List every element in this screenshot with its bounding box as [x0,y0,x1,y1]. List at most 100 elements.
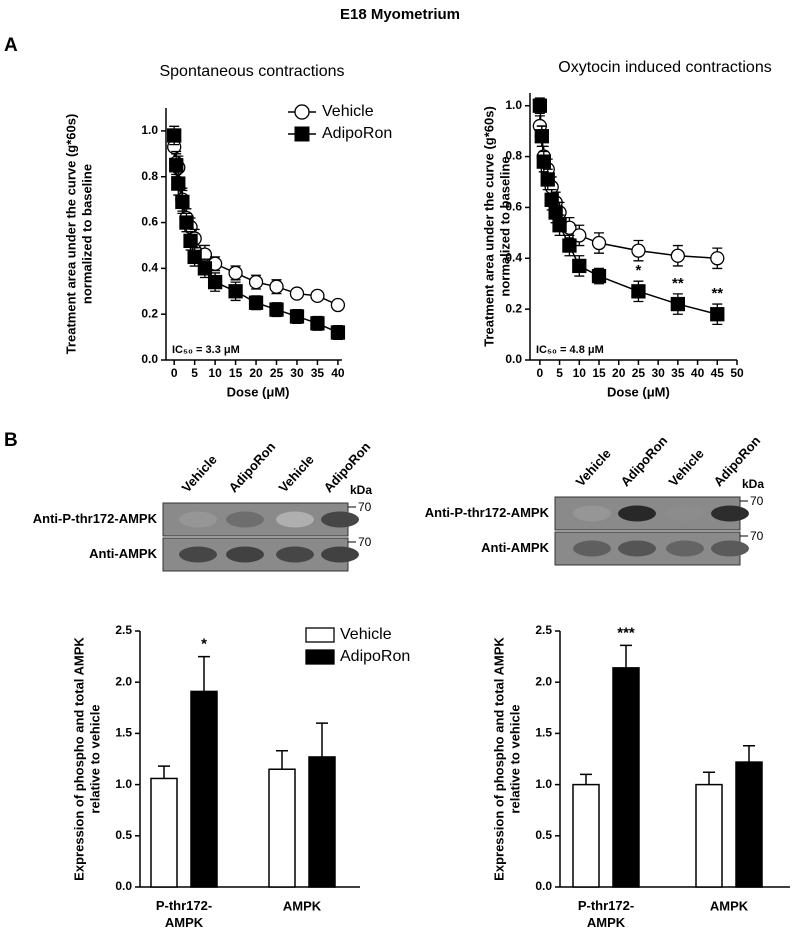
y-tick-label: 2.0 [115,674,132,688]
blot-band [226,511,264,528]
data-point [670,296,686,312]
data-point [171,176,186,191]
y-axis-label: Treatment area under the curve (g*60s) [63,114,78,355]
blot-band [711,505,749,522]
x-tick-label: 30 [290,366,304,380]
x-tick-label: 45 [711,366,725,380]
row-label: Anti-P-thr172-AMPK [425,505,550,520]
panel-label: B [4,430,18,451]
data-point [310,288,325,304]
x-tick-label: 5 [556,366,563,380]
x-tick-label: 25 [632,366,646,380]
data-point [330,297,346,313]
data-point [310,316,325,331]
legend-label: Vehicle [322,103,374,120]
y-tick-label: 1.0 [115,777,132,791]
error-bar [276,750,288,770]
x-tick-label: 15 [229,366,243,380]
x-tick-label: P-thr172-AMPK [578,898,634,930]
x-tick-label: P-thr172-AMPK [156,898,212,930]
legend-marker [294,104,310,120]
row-label: Anti-P-thr172-AMPK [33,511,158,526]
data-point [330,325,346,340]
y-axis-label: Treatment area under the curve (g*60s) [481,106,496,347]
bar [150,777,178,888]
y-axis-label: relative to vehicle [507,704,522,813]
y-tick-label: 0.0 [141,352,158,366]
blot-band [573,540,611,557]
x-tick-label: 20 [249,366,263,380]
data-point [591,268,607,284]
y-tick-label: 0.0 [115,879,132,893]
data-point [248,295,264,310]
x-tick-label: 40 [331,366,345,380]
error-bar [316,722,328,757]
blot-band [573,505,611,522]
bar [735,761,763,888]
data-point [540,172,555,187]
bar [190,690,218,888]
marker-label: 70 [358,500,372,514]
data-point [269,302,284,317]
significance: * [201,636,207,653]
blot-band [711,540,749,557]
data-point [562,238,577,253]
y-tick-label: 0.8 [141,169,158,183]
y-axis-label: normalized to baseline [79,164,94,304]
lane-label: AdipoRon [618,433,671,489]
x-tick-label: 20 [612,366,626,380]
data-point [187,249,202,265]
y-tick-label: 0.0 [505,352,522,366]
data-point [552,218,567,233]
data-point [183,233,198,249]
y-tick-label: 0.4 [505,250,522,264]
error-bar [743,744,755,763]
bar [695,783,723,888]
blot-band [666,505,704,522]
marker-label: 70 [358,535,372,549]
data-point [591,235,607,251]
blot-band [618,540,656,557]
marker-label: 70 [750,529,764,543]
y-tick-label: 0.2 [505,301,522,315]
y-tick-label: 1.0 [141,123,158,137]
lane-label: Vehicle [573,446,614,489]
x-tick-label: 35 [671,366,685,380]
data-point [179,215,194,230]
x-axis-label: Dose (μM) [607,384,670,399]
error-bar [580,773,592,785]
annotation: IC₅₀ = 4.8 μM [536,344,604,356]
error-bar [158,765,170,779]
row-label: Anti-AMPK [481,540,549,555]
y-axis-label: normalized to baseline [497,156,512,296]
bar [268,768,296,888]
y-tick-label: 1.5 [115,726,132,740]
data-point [710,251,725,266]
data-point [269,279,284,294]
unit-label: kDa [350,483,372,497]
x-tick-label: 50 [730,366,744,380]
y-tick-label: 0.2 [141,306,158,320]
x-tick-label: 40 [691,366,705,380]
data-point [536,154,551,169]
x-axis-label: Dose (μM) [227,384,290,399]
y-tick-label: 0.0 [535,879,552,893]
significance: * [636,262,642,279]
y-tick-label: 1.5 [535,726,552,740]
y-tick-label: 0.5 [115,828,132,842]
error-bar [620,644,632,668]
row-label: Anti-AMPK [89,546,157,561]
data-point [228,265,243,281]
data-point [197,261,213,276]
blot-band [226,546,264,563]
data-point [169,158,184,173]
y-tick-label: 1.0 [505,98,522,112]
lane-label: Vehicle [179,452,220,495]
y-tick-label: 0.6 [141,215,158,229]
blot-band [666,540,704,557]
blot-band [321,546,359,563]
data-point [710,307,725,322]
x-tick-label: 10 [573,366,587,380]
x-tick-label: 0 [537,366,544,380]
y-axis-label: Expression of phospho and total AMPK [491,637,506,881]
